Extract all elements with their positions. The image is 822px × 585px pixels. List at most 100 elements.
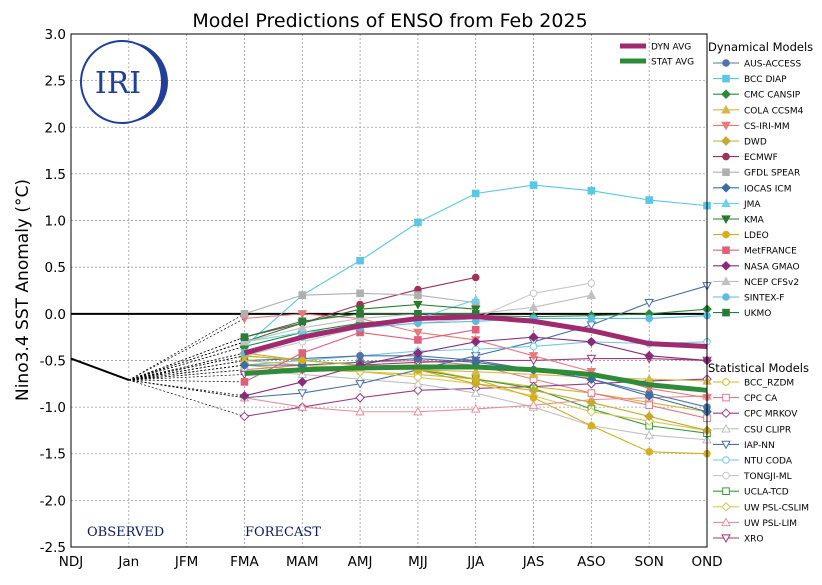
legend-label: LDEO: [744, 231, 769, 241]
data-point: [528, 332, 539, 342]
legend-item: CSU CLIPR: [713, 423, 791, 435]
x-tick-label: MJJ: [408, 554, 428, 570]
average-line: [243, 314, 708, 356]
forecast-start-line: [128, 346, 245, 381]
data-point: [413, 406, 423, 416]
x-tick-label: ASO: [577, 554, 605, 570]
dynamical-series: [240, 325, 480, 386]
data-point: [297, 389, 308, 399]
data-point: [644, 411, 655, 422]
forecast-start-lines: [128, 313, 245, 417]
x-tick-label: Jan: [117, 554, 139, 570]
data-point: [414, 336, 422, 344]
legend-item: BCC DIAP: [713, 74, 787, 85]
y-tick-label: 3.0: [45, 27, 66, 43]
legend-marker: [722, 293, 730, 301]
data-point: [470, 403, 481, 413]
legend-item: CPC CA: [713, 393, 778, 404]
statistical-legend-title: Statistical Models: [708, 361, 809, 375]
legend-item: TONGJI-ML: [713, 471, 792, 482]
y-tick-label: 2.5: [45, 74, 66, 90]
y-tick-label: 2.0: [45, 120, 66, 136]
data-point: [355, 313, 365, 323]
data-point: [471, 345, 480, 354]
data-point: [645, 448, 653, 456]
forecast-start-line: [128, 379, 245, 397]
legend-item: DWD: [713, 136, 767, 148]
observed-line: [70, 357, 130, 381]
data-point: [644, 430, 654, 439]
data-point: [586, 290, 597, 299]
legend-label: NCEP CFSv2: [744, 278, 799, 288]
legend-item: COLA CCSM4: [713, 104, 804, 116]
data-point: [239, 411, 250, 422]
data-point: [240, 378, 249, 386]
y-tick-label: -1.0: [40, 400, 66, 416]
legend-label: CSU CLIPR: [744, 425, 791, 435]
x-tick-label: MAM: [286, 554, 319, 570]
observed-annotation: OBSERVED: [87, 525, 164, 540]
x-tick-label: JAS: [522, 554, 545, 570]
data-point: [298, 317, 307, 326]
average-series: [243, 314, 708, 393]
legend-item: BCC_RZDM: [713, 378, 794, 389]
data-point: [413, 385, 423, 396]
legend-label: UW PSL-CSLIM: [744, 503, 809, 513]
x-tick-label: SON: [635, 554, 664, 570]
data-point: [586, 406, 597, 417]
legend-item: ECMWF: [713, 152, 778, 163]
data-point: [297, 377, 308, 387]
legend-item: UW PSL-CSLIM: [713, 501, 809, 513]
dynamical-legend-title: Dynamical Models: [708, 40, 813, 54]
data-point: [644, 298, 654, 308]
legend-marker: [722, 308, 730, 317]
forecast-annotation: FORECAST: [245, 525, 321, 540]
legend-item: UCLA-TCD: [713, 487, 789, 498]
x-tick-label: JJA: [466, 554, 485, 570]
legend-label: GFDL SPEAR: [744, 169, 800, 179]
data-point: [414, 291, 422, 299]
data-point: [586, 397, 597, 408]
legend-item: CMC CANSIP: [713, 89, 801, 101]
legend-item: JMA: [713, 198, 761, 210]
forecast-start-line: [128, 369, 245, 381]
data-point: [355, 305, 365, 315]
data-point: [239, 336, 250, 346]
data-point: [413, 348, 423, 358]
x-tick-label: FMA: [230, 554, 259, 570]
x-tick-label: NDJ: [59, 554, 83, 570]
legend-marker: [722, 152, 730, 161]
forecast-start-line: [128, 374, 245, 381]
legend-marker: [721, 501, 731, 512]
observed-series: [70, 357, 130, 381]
legend-marker: [721, 260, 731, 271]
forecast-start-line: [128, 379, 245, 383]
data-point: [529, 393, 538, 402]
legend-label: JMA: [743, 200, 761, 210]
legend-marker: [722, 456, 730, 464]
legend-marker: [721, 104, 731, 114]
legend-item: LDEO: [713, 230, 769, 241]
legend-marker: [722, 74, 730, 83]
legend-label: TONGJI-ML: [743, 472, 792, 482]
legend-label: ECMWF: [744, 153, 778, 163]
forecast-start-line: [128, 360, 245, 381]
data-point: [529, 289, 538, 298]
legend-marker: [722, 487, 730, 495]
logo-text: IRI: [95, 66, 141, 101]
data-point: [529, 181, 538, 189]
legend-item: NCEP CFSv2: [713, 276, 799, 288]
data-point: [470, 366, 481, 376]
legend-label: KMA: [744, 216, 765, 226]
forecast-start-line: [128, 364, 245, 381]
legend-label: UCLA-TCD: [744, 488, 789, 498]
data-point: [413, 378, 423, 388]
data-point: [240, 333, 249, 341]
x-tick-label: AMJ: [348, 554, 373, 570]
forecast-start-line: [128, 379, 245, 399]
legend-marker: [722, 378, 730, 386]
data-point: [298, 291, 307, 299]
data-point: [645, 401, 653, 410]
legend-marker: [722, 471, 730, 480]
